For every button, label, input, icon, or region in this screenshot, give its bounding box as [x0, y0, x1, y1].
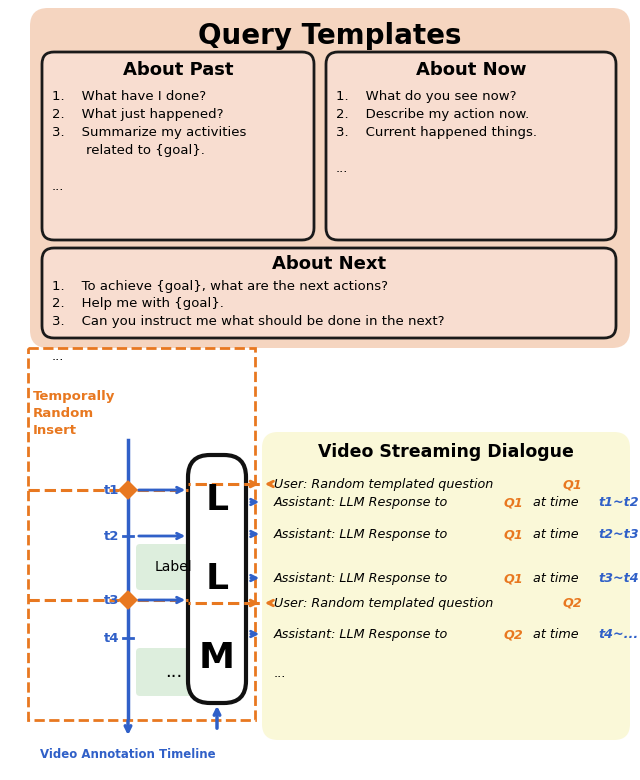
Text: at time: at time	[529, 528, 583, 541]
Text: at time: at time	[529, 628, 583, 641]
Text: t2: t2	[104, 530, 119, 544]
Text: Q1: Q1	[562, 478, 582, 491]
Text: Q2: Q2	[562, 597, 582, 610]
Text: ...: ...	[165, 663, 182, 681]
Text: Assistant: LLM Response to: Assistant: LLM Response to	[274, 528, 452, 541]
Text: 1.    What have I done?
2.    What just happened?
3.    Summarize my activities
: 1. What have I done? 2. What just happen…	[52, 90, 246, 193]
Polygon shape	[120, 482, 136, 498]
Text: L: L	[205, 562, 228, 596]
Polygon shape	[119, 591, 137, 609]
FancyBboxPatch shape	[30, 8, 630, 348]
Text: L: L	[205, 483, 228, 516]
Text: User: Random templated question: User: Random templated question	[274, 597, 497, 610]
FancyBboxPatch shape	[188, 455, 246, 703]
Text: About Past: About Past	[123, 61, 233, 79]
Text: t3~t4: t3~t4	[598, 572, 639, 585]
Text: t2~t3: t2~t3	[598, 528, 639, 541]
Polygon shape	[120, 592, 136, 608]
FancyBboxPatch shape	[326, 52, 616, 240]
Text: 1.    What do you see now?
2.    Describe my action now.
3.    Current happened : 1. What do you see now? 2. Describe my a…	[336, 90, 537, 175]
Text: Q2: Q2	[504, 628, 524, 641]
Text: at time: at time	[529, 572, 583, 585]
Text: at time: at time	[529, 496, 583, 509]
Text: M: M	[199, 641, 235, 675]
Text: About Next: About Next	[272, 255, 386, 273]
Text: Assistant: LLM Response to: Assistant: LLM Response to	[274, 572, 452, 585]
Text: t4: t4	[104, 633, 119, 646]
Text: 1.    To achieve {goal}, what are the next actions?
2.    Help me with {goal}.
3: 1. To achieve {goal}, what are the next …	[52, 280, 445, 363]
Text: Temporally
Random
Insert: Temporally Random Insert	[33, 390, 115, 437]
Text: Q1: Q1	[504, 528, 524, 541]
Text: Query Templates: Query Templates	[198, 22, 461, 50]
Text: Q1: Q1	[504, 496, 524, 509]
FancyBboxPatch shape	[136, 648, 211, 696]
Text: t4~...: t4~...	[598, 628, 639, 641]
Text: t1: t1	[104, 484, 119, 498]
Text: t1~t2: t1~t2	[598, 496, 639, 509]
FancyBboxPatch shape	[262, 432, 630, 740]
Text: User: Random templated question: User: Random templated question	[274, 478, 497, 491]
Text: About Now: About Now	[416, 61, 526, 79]
Text: ...: ...	[274, 667, 286, 680]
Text: Assistant: LLM Response to: Assistant: LLM Response to	[274, 628, 452, 641]
Text: t3: t3	[104, 594, 119, 608]
Text: Q1: Q1	[504, 572, 524, 585]
Text: Video Streaming Dialogue: Video Streaming Dialogue	[318, 443, 574, 461]
Text: Assistant: LLM Response to: Assistant: LLM Response to	[274, 496, 452, 509]
FancyBboxPatch shape	[42, 52, 314, 240]
Text: Video Annotation Timeline: Video Annotation Timeline	[40, 749, 216, 761]
Text: Label: Label	[155, 560, 192, 574]
FancyBboxPatch shape	[42, 248, 616, 338]
Polygon shape	[119, 481, 137, 499]
FancyBboxPatch shape	[136, 544, 211, 590]
